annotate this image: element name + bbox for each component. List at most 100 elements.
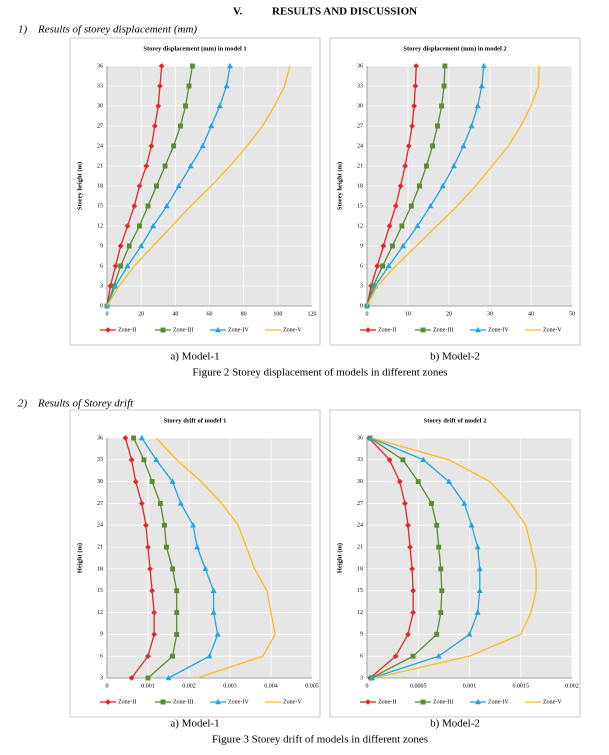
y-tick-label: 27 <box>97 123 103 129</box>
marker <box>460 142 467 149</box>
x-tick-label: 0.002 <box>565 683 579 689</box>
x-tick-label: 20 <box>138 311 144 317</box>
x-tick-label: 0.004 <box>264 683 278 689</box>
marker <box>145 675 151 681</box>
x-tick-label: 0.0005 <box>410 683 427 689</box>
marker <box>405 522 411 529</box>
x-tick-label: 0.002 <box>182 683 196 689</box>
marker <box>430 143 436 149</box>
y-axis-label: Height (m) <box>336 543 343 573</box>
marker <box>435 123 440 129</box>
series-line <box>106 65 291 307</box>
y-tick-label: 9 <box>100 632 103 638</box>
marker <box>400 242 407 249</box>
y-tick-label: 33 <box>357 457 363 463</box>
marker <box>439 103 445 109</box>
caption: a) Model-1 <box>170 351 219 363</box>
y-tick-label: 15 <box>97 203 103 209</box>
marker <box>124 223 131 229</box>
y-axis-label: Height (m) <box>76 543 83 573</box>
series-line <box>371 437 537 679</box>
marker <box>392 203 399 209</box>
x-tick-label: 30 <box>487 311 493 317</box>
marker <box>177 500 184 506</box>
marker <box>163 202 170 209</box>
marker <box>149 587 156 594</box>
marker <box>124 262 131 269</box>
x-tick-label: 0 <box>106 683 109 689</box>
marker <box>223 82 230 89</box>
marker <box>409 565 416 572</box>
y-tick-label: 9 <box>100 243 103 249</box>
chart-title: Storey drift of model 2 <box>424 417 487 424</box>
y-tick-label: 9 <box>360 243 363 249</box>
legend-label: Zone-III <box>433 699 453 705</box>
marker <box>474 609 481 615</box>
legend-label: Zone-III <box>433 327 453 333</box>
series-line <box>368 437 414 679</box>
x-tick-label: 0 <box>366 683 369 689</box>
marker <box>386 223 393 229</box>
marker <box>178 123 183 129</box>
marker <box>434 631 440 637</box>
y-tick-label: 21 <box>357 544 363 550</box>
legend-marker <box>160 699 166 705</box>
marker <box>138 500 145 507</box>
y-tick-label: 12 <box>357 223 363 229</box>
caption: b) Model-2 <box>430 718 480 730</box>
marker <box>442 63 448 69</box>
y-tick-label: 33 <box>357 83 363 89</box>
marker <box>474 102 481 109</box>
marker <box>214 631 221 637</box>
marker <box>389 243 395 249</box>
marker <box>476 565 483 572</box>
marker <box>392 653 399 660</box>
series-line <box>124 437 155 679</box>
legend-label: Zone-II <box>378 699 396 705</box>
series-line <box>366 65 540 307</box>
y-tick-label: 0 <box>360 303 363 309</box>
x-tick-label: 40 <box>172 311 178 317</box>
marker <box>143 163 150 169</box>
marker <box>480 62 487 69</box>
legend-marker <box>420 327 426 333</box>
marker <box>413 63 420 69</box>
marker <box>397 183 404 189</box>
marker <box>380 243 387 249</box>
y-tick-label: 12 <box>97 223 103 229</box>
legend-label: Zone-V <box>283 699 302 705</box>
legend-label: Zone-V <box>543 699 562 705</box>
marker <box>439 182 446 189</box>
marker <box>396 478 403 485</box>
marker <box>170 566 176 572</box>
section-title: Results of storey displacement (mm) <box>37 24 197 36</box>
legend-marker <box>474 326 482 333</box>
heading-title: RESULTS AND DISCUSSION <box>272 6 417 18</box>
marker <box>112 282 119 289</box>
marker <box>409 123 416 129</box>
y-tick-label: 18 <box>357 566 363 572</box>
x-tick-label: 60 <box>207 311 213 317</box>
marker <box>150 222 157 229</box>
marker <box>118 263 124 269</box>
marker <box>385 262 392 269</box>
legend-marker <box>214 326 222 333</box>
marker <box>170 653 176 659</box>
legend-marker <box>365 327 371 333</box>
y-tick-label: 27 <box>357 501 363 507</box>
y-tick-label: 3 <box>100 283 103 289</box>
y-tick-label: 12 <box>357 610 363 616</box>
y-tick-label: 3 <box>360 283 363 289</box>
marker <box>151 631 158 638</box>
marker <box>155 103 162 109</box>
marker <box>165 674 172 681</box>
marker <box>399 223 405 229</box>
y-tick-label: 6 <box>360 263 363 269</box>
y-axis-label: Storey height (m) <box>76 162 83 210</box>
section-label: 1) <box>18 24 28 36</box>
marker <box>149 479 155 485</box>
y-tick-label: 21 <box>97 163 103 169</box>
marker <box>147 565 154 572</box>
y-tick-label: 24 <box>357 523 363 529</box>
y-tick-label: 6 <box>360 654 363 660</box>
